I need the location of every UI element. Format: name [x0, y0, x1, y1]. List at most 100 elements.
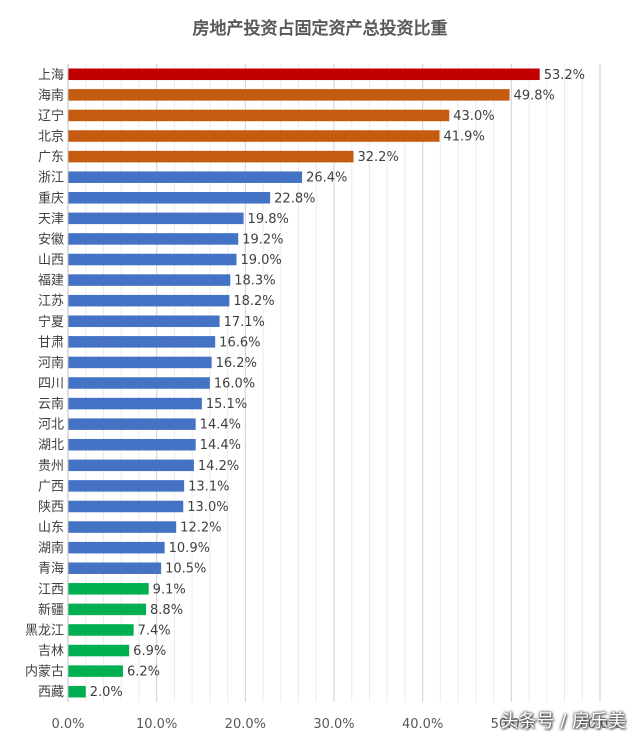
bar: [68, 500, 184, 513]
category-label: 吉林: [38, 644, 64, 659]
bar: [68, 356, 212, 369]
bar: [68, 109, 450, 122]
value-label: 19.0%: [240, 253, 281, 268]
category-label: 广东: [38, 150, 64, 165]
x-tick-label: 60.0%: [579, 717, 620, 732]
category-label: 江西: [38, 582, 64, 597]
bar: [68, 294, 230, 307]
value-label: 14.4%: [200, 438, 241, 453]
bar: [68, 336, 216, 348]
category-label: 四川: [38, 377, 64, 392]
value-label: 16.6%: [219, 335, 260, 350]
value-label: 8.8%: [150, 603, 183, 618]
bar: [68, 171, 303, 183]
bar: [68, 253, 237, 266]
category-label: 辽宁: [38, 108, 64, 124]
bar: [68, 212, 244, 225]
category-label: 黑龙江: [25, 623, 64, 638]
category-label: 河南: [38, 355, 64, 371]
category-label: 广西: [38, 479, 64, 494]
bar: [68, 624, 134, 636]
category-label: 陕西: [38, 500, 64, 515]
value-label: 49.8%: [514, 88, 555, 103]
value-label: 13.0%: [187, 500, 228, 515]
bar: [68, 438, 196, 451]
bar: [68, 644, 130, 657]
value-label: 43.0%: [453, 109, 494, 124]
category-label: 安徽: [38, 232, 64, 247]
x-tick-label: 0.0%: [51, 717, 84, 732]
category-label: 天津: [38, 212, 64, 227]
value-label: 19.8%: [248, 212, 289, 227]
value-label: 2.0%: [90, 685, 123, 700]
value-label: 32.2%: [358, 150, 399, 165]
category-label: 福建: [38, 274, 64, 289]
value-label: 17.1%: [224, 315, 265, 330]
value-label: 10.5%: [165, 562, 206, 577]
category-label: 内蒙古: [25, 664, 64, 680]
bar: [68, 583, 149, 595]
bar: [68, 603, 147, 616]
value-label: 16.2%: [216, 356, 257, 371]
category-label: 河北: [38, 418, 64, 433]
value-label: 7.4%: [138, 623, 171, 638]
bar: [68, 89, 510, 101]
value-label: 22.8%: [274, 191, 315, 206]
category-label: 青海: [38, 562, 64, 577]
bar: [68, 541, 165, 554]
bar: [68, 68, 540, 81]
bar: [68, 397, 202, 410]
x-tick-label: 30.0%: [313, 717, 354, 732]
chart-title: 房地产投资占固定资产总投资比重: [192, 19, 448, 39]
value-label: 18.3%: [234, 274, 275, 289]
value-label: 26.4%: [306, 171, 347, 186]
category-label: 山西: [38, 253, 64, 268]
category-label: 北京: [38, 130, 64, 145]
bar: [68, 377, 210, 389]
x-tick-label: 10.0%: [136, 717, 177, 732]
bar: [68, 480, 185, 492]
value-label: 41.9%: [444, 130, 485, 145]
value-label: 6.2%: [127, 665, 160, 680]
bar: [68, 150, 354, 163]
category-label: 西藏: [38, 685, 64, 700]
bar: [68, 418, 196, 430]
bar: [68, 130, 440, 142]
category-label: 山东: [38, 521, 64, 536]
bar: [68, 274, 231, 286]
category-label: 重庆: [38, 190, 64, 206]
x-tick-label: 40.0%: [402, 717, 443, 732]
category-label: 湖南: [38, 540, 64, 556]
bar: [68, 685, 86, 698]
value-label: 14.4%: [200, 418, 241, 433]
value-label: 15.1%: [206, 397, 247, 412]
value-label: 12.2%: [180, 521, 221, 536]
category-label: 新疆: [38, 602, 64, 618]
category-label: 上海: [38, 68, 64, 83]
x-tick-label: 50.0%: [491, 717, 532, 732]
value-label: 14.2%: [198, 459, 239, 474]
watermark: 头条号 / 房乐美: [500, 711, 626, 732]
value-label: 16.0%: [214, 377, 255, 392]
bar: [68, 665, 123, 677]
category-label: 浙江: [38, 171, 64, 186]
value-label: 9.1%: [153, 582, 186, 597]
value-label: 53.2%: [544, 68, 585, 83]
bar: [68, 459, 194, 472]
value-label: 19.2%: [242, 232, 283, 247]
category-label: 宁夏: [38, 314, 64, 330]
bar: [68, 192, 271, 204]
category-label: 云南: [38, 396, 64, 412]
value-label: 13.1%: [188, 479, 229, 494]
value-label: 10.9%: [169, 541, 210, 556]
bar: [68, 562, 162, 574]
value-label: 18.2%: [233, 294, 274, 309]
category-label: 湖北: [38, 438, 64, 453]
category-label: 海南: [38, 87, 64, 103]
bar: [68, 233, 239, 245]
category-label: 甘肃: [38, 335, 64, 350]
category-label: 江苏: [38, 293, 64, 309]
x-tick-label: 20.0%: [225, 717, 266, 732]
